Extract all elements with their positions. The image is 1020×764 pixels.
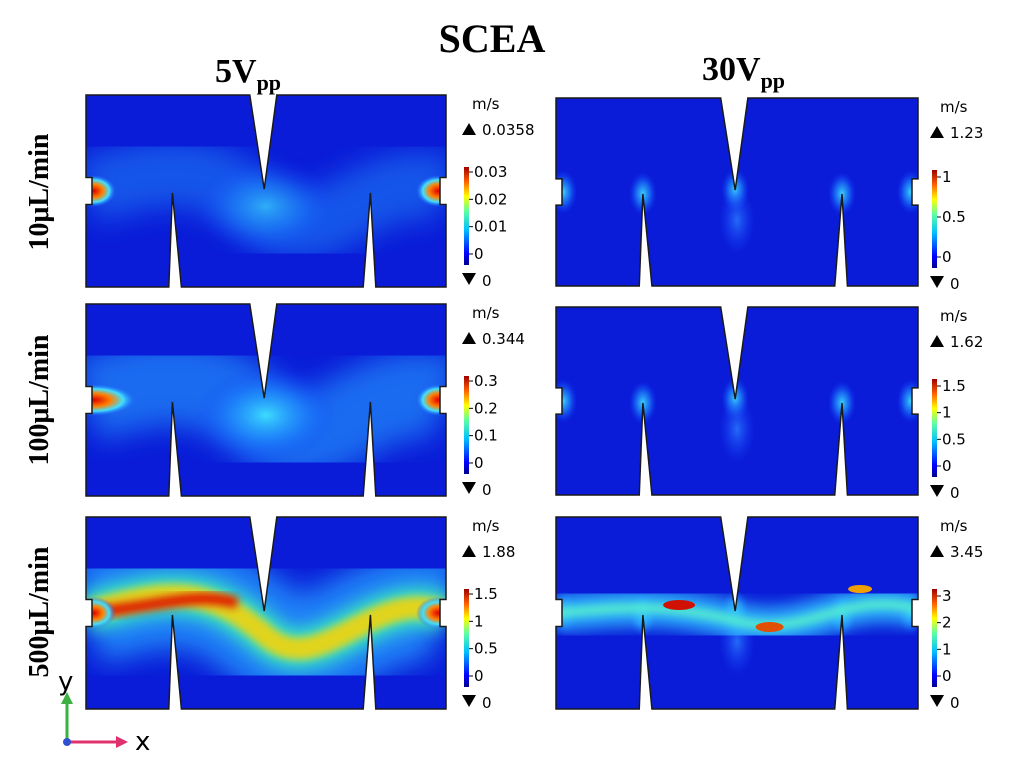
unit-label: m/s (472, 304, 500, 322)
axes-triad: y x (58, 667, 150, 757)
y-axis-label: y (58, 667, 73, 697)
x-axis-label: x (135, 727, 150, 757)
colorbar-tick-label: 3 (942, 587, 952, 605)
colorbar-tick-label: 0.1 (474, 427, 498, 445)
colorbar-tick-label: 2 (942, 614, 952, 632)
max-value: 1.23 (950, 124, 983, 142)
colorbar (464, 167, 469, 265)
max-marker-icon (930, 545, 944, 557)
colorbar-tick-label: 0.5 (942, 430, 966, 448)
min-value: 0 (950, 484, 960, 502)
min-marker-icon (462, 273, 476, 285)
colorbar-tick-label: 1 (942, 640, 952, 658)
min-value: 0 (950, 275, 960, 293)
row-label-500ul-min: 500μL/min (24, 546, 55, 677)
unit-label: m/s (940, 517, 968, 535)
colorbar-tick-label: 0.2 (474, 399, 498, 417)
colorbar-tick-label: 0.01 (474, 218, 507, 236)
colorbar (464, 376, 469, 474)
unit-label: m/s (940, 98, 968, 116)
min-value: 0 (482, 481, 492, 499)
unit-label: m/s (940, 307, 968, 325)
colorbar (932, 379, 937, 477)
figure-title: SCEA (439, 16, 546, 61)
min-marker-icon (930, 485, 944, 497)
column-header-30vpp: 30Vpp (702, 51, 785, 93)
max-marker-icon (930, 126, 944, 138)
colorbar-tick-label: 1.5 (474, 585, 498, 603)
max-marker-icon (930, 335, 944, 347)
row-label-100ul-min: 100μL/min (24, 334, 55, 465)
min-value: 0 (482, 272, 492, 290)
colorbar (932, 589, 937, 687)
colorbar-tick-label: 0 (942, 667, 952, 685)
row-label-10ul-min: 10μL/min (24, 133, 55, 250)
max-value: 0.344 (482, 330, 525, 348)
min-marker-icon (462, 695, 476, 707)
colorbar-tick-label: 0 (474, 245, 484, 263)
colorbar-tick-label: 1.5 (942, 377, 966, 395)
min-marker-icon (462, 482, 476, 494)
colorbar-tick-label: 0 (474, 667, 484, 685)
max-marker-icon (462, 545, 476, 557)
max-marker-icon (462, 123, 476, 135)
column-header-5vpp: 5Vpp (215, 53, 281, 95)
colorbar-tick-label: 0.02 (474, 190, 507, 208)
unit-label: m/s (472, 517, 500, 535)
colorbar-tick-label: 1 (942, 404, 952, 422)
colorbar-tick-label: 0 (474, 454, 484, 472)
max-value: 0.0358 (482, 121, 535, 139)
min-value: 0 (950, 694, 960, 712)
max-value: 3.45 (950, 543, 983, 561)
velocity-panel: m/s 1.88 1.5 1 0.5 0 0 (85, 516, 515, 712)
velocity-panel: m/s 1.62 1.5 1 0.5 0 0 (555, 306, 983, 502)
velocity-panel: m/s 0.0358 0.03 0.02 0.01 0 0 (85, 94, 535, 290)
min-marker-icon (930, 695, 944, 707)
colorbar (464, 589, 469, 687)
velocity-panel: m/s 3.45 3 2 1 0 0 (555, 516, 983, 712)
velocity-panel: m/s 1.23 1 0.5 0 0 (555, 97, 983, 293)
min-value: 0 (482, 694, 492, 712)
min-marker-icon (930, 276, 944, 288)
colorbar-tick-label: 1 (942, 168, 952, 186)
velocity-panel: m/s 0.344 0.3 0.2 0.1 0 0 (85, 303, 525, 499)
colorbar (932, 170, 937, 268)
colorbar-tick-label: 0.03 (474, 163, 507, 181)
colorbar-tick-label: 0.3 (474, 372, 498, 390)
max-value: 1.62 (950, 333, 983, 351)
colorbar-tick-label: 0.5 (474, 640, 498, 658)
colorbar-tick-label: 0 (942, 457, 952, 475)
colorbar-tick-label: 0.5 (942, 208, 966, 226)
max-value: 1.88 (482, 543, 515, 561)
colorbar-tick-label: 1 (474, 612, 484, 630)
max-marker-icon (462, 332, 476, 344)
unit-label: m/s (472, 95, 500, 113)
colorbar-tick-label: 0 (942, 248, 952, 266)
